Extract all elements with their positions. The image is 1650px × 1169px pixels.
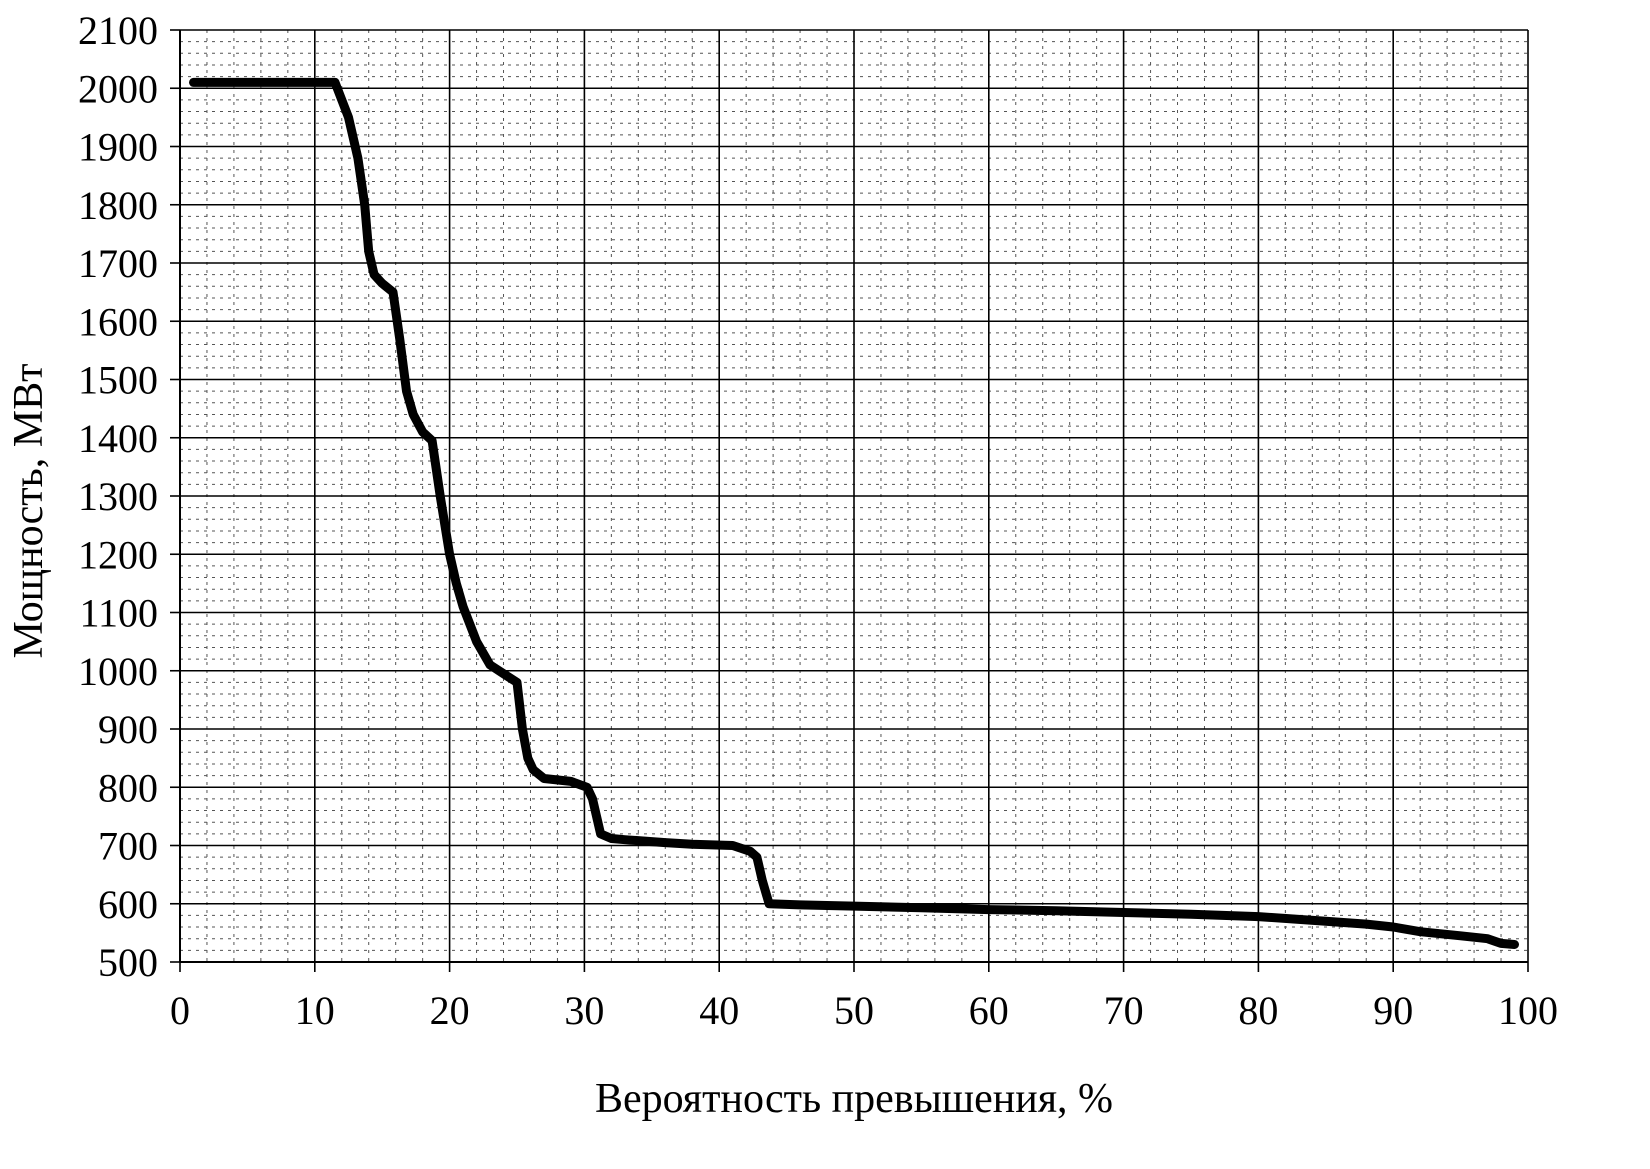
y-tick-label: 800 [98, 765, 158, 810]
x-tick-label: 90 [1373, 988, 1413, 1033]
y-tick-label: 1400 [78, 416, 158, 461]
y-tick-label: 2100 [78, 8, 158, 53]
y-tick-label: 1000 [78, 649, 158, 694]
y-tick-label: 1300 [78, 474, 158, 519]
y-tick-label: 1900 [78, 125, 158, 170]
x-tick-label: 80 [1238, 988, 1278, 1033]
y-tick-label: 1800 [78, 183, 158, 228]
major-grid [170, 29, 1529, 972]
y-tick-label: 2000 [78, 66, 158, 111]
y-axis-title: Мощность, МВт [6, 363, 52, 658]
x-tick-label: 60 [969, 988, 1009, 1033]
x-tick-label: 0 [170, 988, 190, 1033]
x-tick-label: 20 [430, 988, 470, 1033]
series-line [189, 77, 1519, 949]
y-tick-label: 1100 [79, 591, 158, 636]
x-tick-label: 30 [564, 988, 604, 1033]
y-tick-labels: 500 600 700 800 900 1000 1100 1200 1300 1400 1500 1… [78, 8, 158, 985]
y-tick-label: 1200 [78, 532, 158, 577]
y-tick-label: 900 [98, 707, 158, 752]
y-tick-label: 1600 [78, 299, 158, 344]
y-tick-label: 600 [98, 882, 158, 927]
x-axis-title: Вероятность превышения, % [595, 1076, 1113, 1122]
y-tick-label: 1700 [78, 241, 158, 286]
series-group [189, 77, 1519, 949]
y-tick-label: 1500 [78, 358, 158, 403]
x-tick-label: 70 [1104, 988, 1144, 1033]
x-tick-label: 100 [1498, 988, 1558, 1033]
y-tick-label: 700 [98, 824, 158, 869]
x-tick-label: 40 [699, 988, 739, 1033]
x-tick-labels: 0 10 20 30 40 50 60 70 80 90 100 [170, 988, 1558, 1033]
y-tick-label: 500 [98, 940, 158, 985]
x-tick-label: 10 [295, 988, 335, 1033]
x-tick-label: 50 [834, 988, 874, 1033]
